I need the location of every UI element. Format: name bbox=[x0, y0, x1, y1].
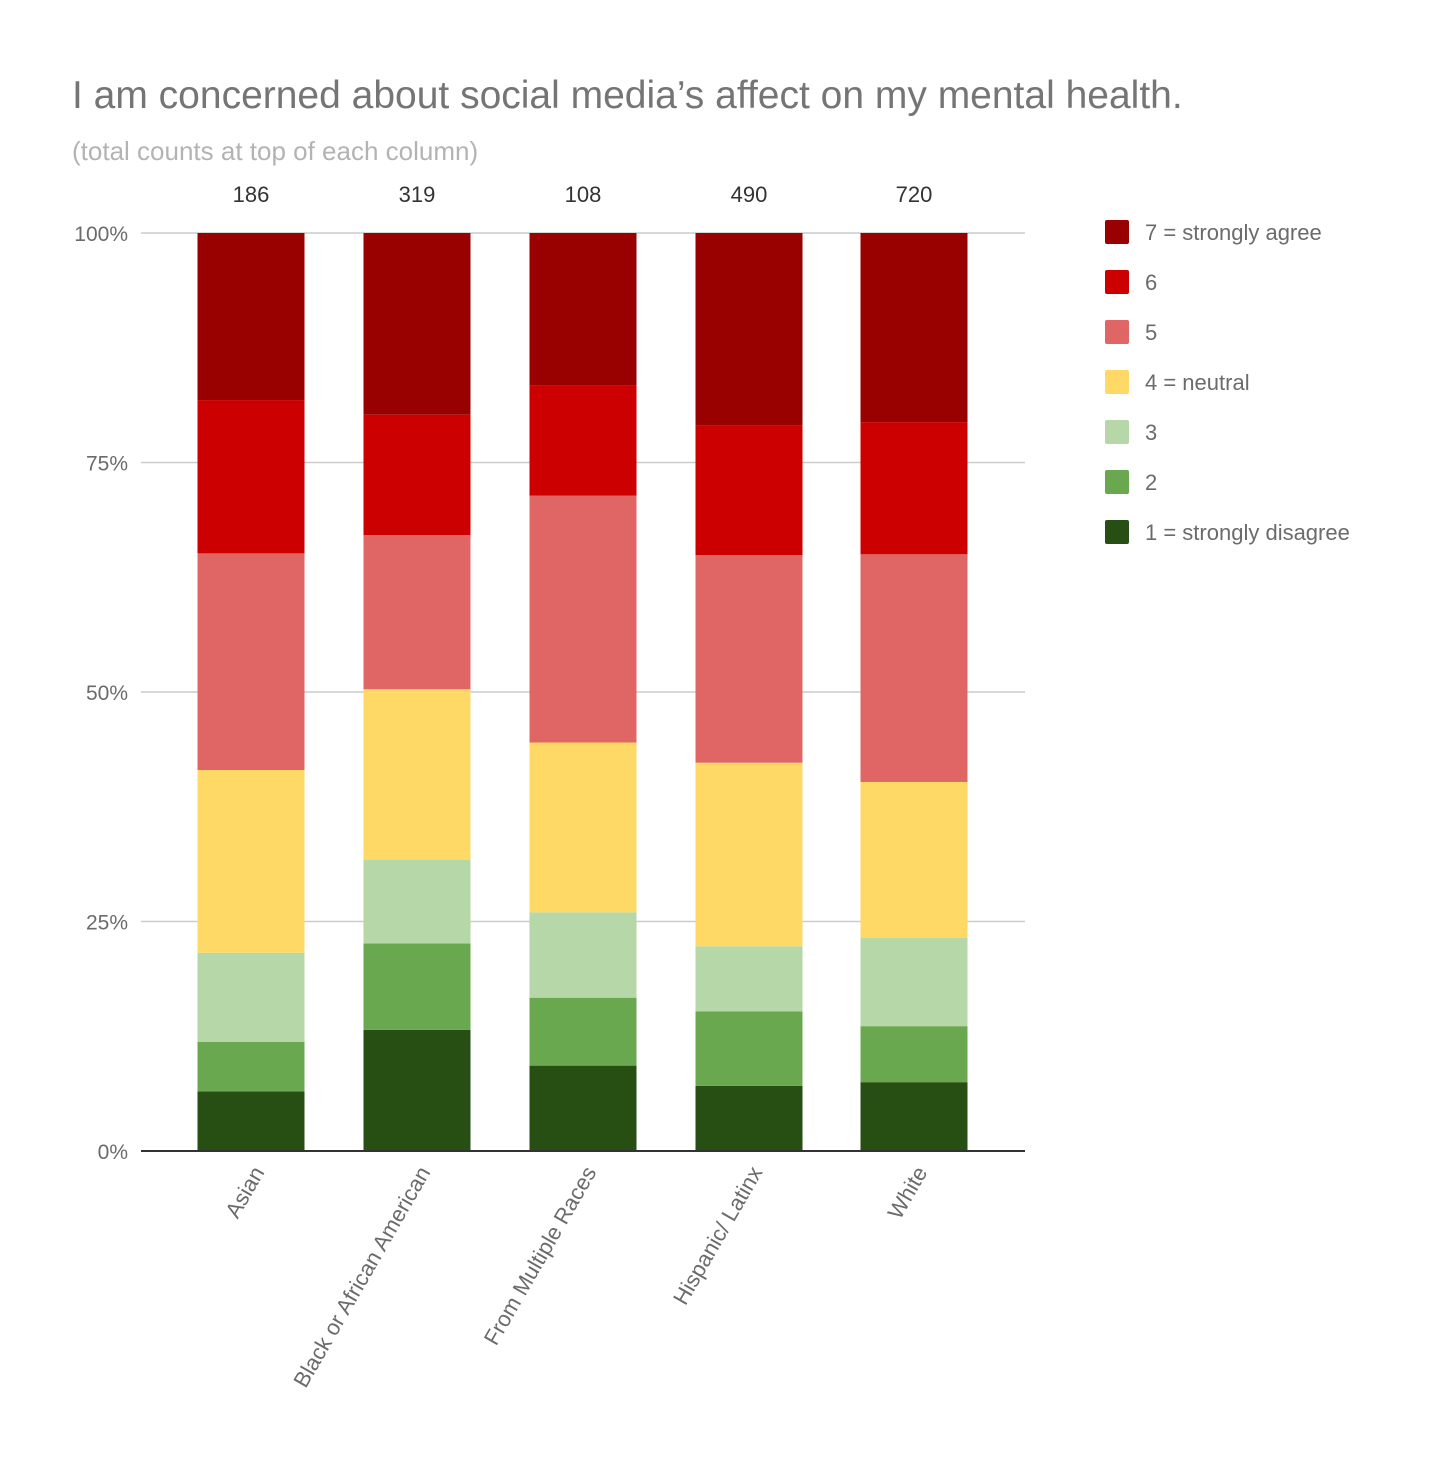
y-tick-label: 0% bbox=[98, 1141, 128, 1164]
bar-segment bbox=[529, 385, 637, 496]
y-tick-label: 75% bbox=[86, 453, 128, 476]
legend-swatch bbox=[1105, 320, 1129, 344]
bar-segment bbox=[197, 400, 305, 554]
legend-swatch bbox=[1105, 420, 1129, 444]
x-category-label: Black or African American bbox=[288, 1162, 435, 1392]
total-count-label: 186 bbox=[233, 182, 270, 207]
bar-segment bbox=[860, 1026, 968, 1083]
bar-segment bbox=[529, 495, 637, 743]
bar-segment bbox=[860, 233, 968, 423]
bar-segment bbox=[363, 1029, 471, 1151]
bar-segment bbox=[197, 1041, 305, 1092]
bar-segment bbox=[695, 1085, 803, 1151]
bar-segment bbox=[363, 943, 471, 1030]
total-count-label: 720 bbox=[896, 182, 933, 207]
bar-segment bbox=[860, 938, 968, 1027]
legend-swatch bbox=[1105, 370, 1129, 394]
bar-segment bbox=[860, 1082, 968, 1151]
chart-title: I am concerned about social media’s affe… bbox=[72, 74, 1183, 117]
bar-segment bbox=[197, 553, 305, 771]
bar-segment bbox=[363, 859, 471, 944]
total-count-label: 319 bbox=[399, 182, 436, 207]
legend-label: 5 bbox=[1145, 320, 1157, 345]
bar-segment bbox=[363, 689, 471, 860]
legend-label: 2 bbox=[1145, 470, 1157, 495]
x-category-label: White bbox=[883, 1162, 933, 1223]
legend-label: 6 bbox=[1145, 270, 1157, 295]
total-count-label: 108 bbox=[565, 182, 602, 207]
x-category-label: Asian bbox=[220, 1162, 269, 1222]
legend-swatch bbox=[1105, 470, 1129, 494]
bar-segment bbox=[529, 233, 637, 386]
bar-segment bbox=[363, 535, 471, 690]
bar-segment bbox=[695, 555, 803, 763]
legend-label: 1 = strongly disagree bbox=[1145, 520, 1350, 545]
legend-swatch bbox=[1105, 270, 1129, 294]
bar-segment bbox=[529, 742, 637, 913]
bar-segment bbox=[363, 414, 471, 536]
legend-swatch bbox=[1105, 520, 1129, 544]
y-tick-label: 25% bbox=[86, 912, 128, 935]
bar-segment bbox=[197, 770, 305, 953]
bar-segment bbox=[695, 946, 803, 1012]
bar-segment bbox=[695, 233, 803, 426]
y-tick-label: 50% bbox=[86, 682, 128, 705]
x-category-label: From Multiple Races bbox=[479, 1162, 602, 1349]
bar-segment bbox=[695, 1011, 803, 1086]
x-category-label: Hispanic/ Latinx bbox=[668, 1162, 767, 1309]
legend-swatch bbox=[1105, 220, 1129, 244]
legend-label: 4 = neutral bbox=[1145, 370, 1250, 395]
bar-segment bbox=[860, 554, 968, 782]
legend-label: 7 = strongly agree bbox=[1145, 220, 1322, 245]
bar-segment bbox=[860, 781, 968, 939]
y-tick-label: 100% bbox=[74, 223, 128, 246]
total-count-label: 490 bbox=[731, 182, 768, 207]
bar-segment bbox=[529, 912, 637, 998]
chart-subtitle: (total counts at top of each column) bbox=[72, 136, 479, 166]
bar-segment bbox=[197, 233, 305, 401]
bar-segment bbox=[529, 997, 637, 1066]
bar-segment bbox=[695, 762, 803, 947]
bar-segment bbox=[695, 425, 803, 556]
legend-label: 3 bbox=[1145, 420, 1157, 445]
bar-segment bbox=[363, 233, 471, 415]
bar-segment bbox=[860, 422, 968, 555]
bar-segment bbox=[529, 1065, 637, 1151]
bar-segment bbox=[197, 952, 305, 1042]
bar-segment bbox=[197, 1091, 305, 1151]
